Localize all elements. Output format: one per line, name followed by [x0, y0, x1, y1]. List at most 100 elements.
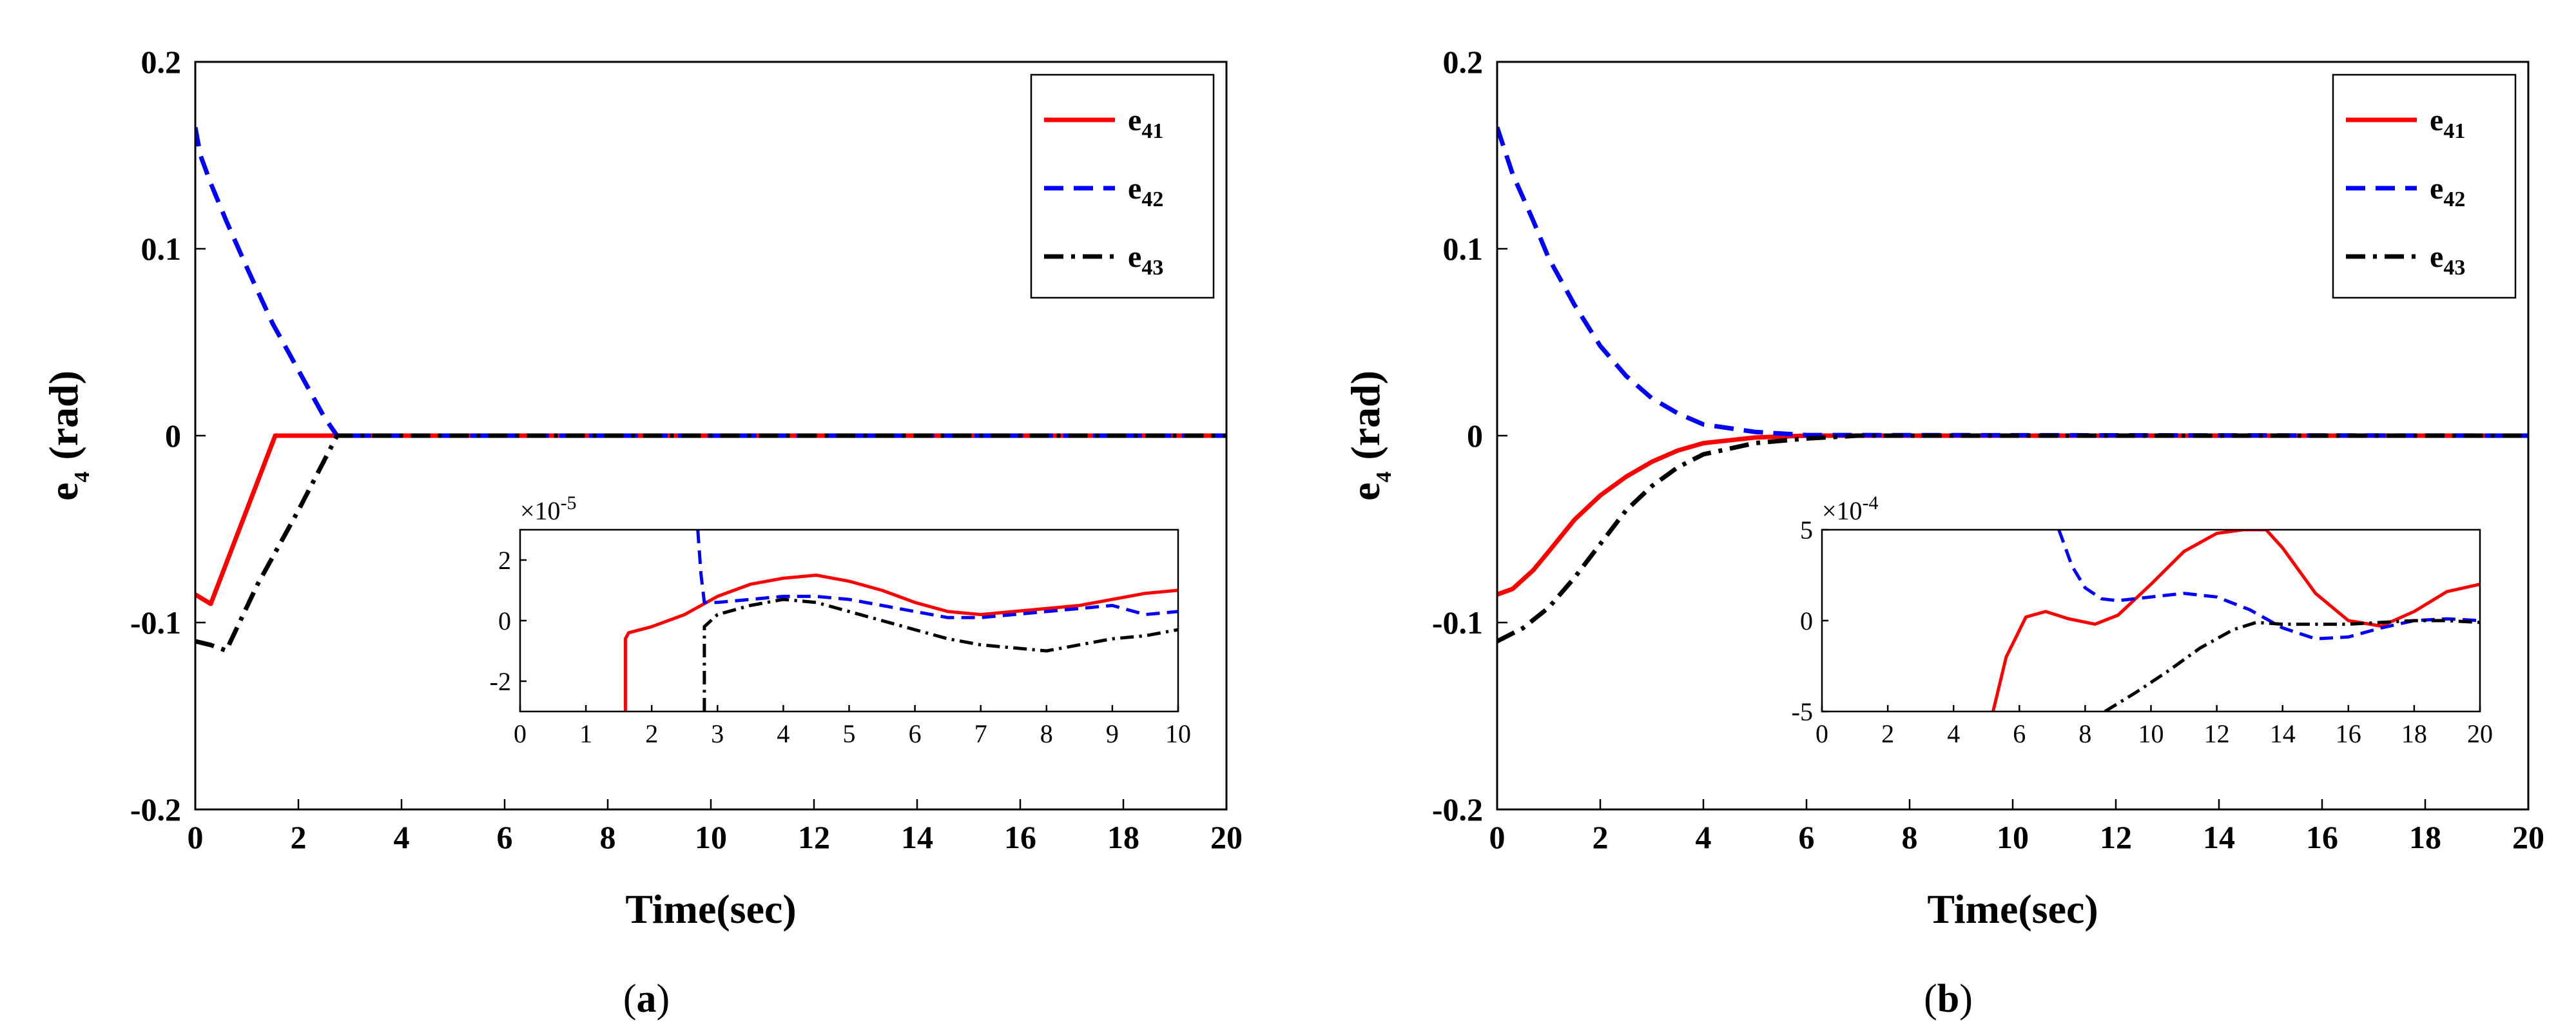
panel-b-inset-multiplier: ×10-4: [1822, 492, 1879, 525]
panel-a-inset-y-tick-label: -2: [490, 667, 511, 696]
panel-b-y-tick-label: 0.1: [1443, 231, 1484, 267]
panel-b-x-tick-label: 20: [2512, 819, 2544, 855]
panel-a-inset: 0 1 2 3 4 5 6 7 8 9 10 -202 ×10-5: [490, 492, 1191, 748]
panel-a-inset-x-tick-label: 7: [974, 719, 987, 748]
panel-a-inset-x-tick-label: 4: [777, 719, 789, 748]
panel-b: 0 2 4 6 8 10 12 14 16 18 20 -0.2-0.100.10.2 Time(s…: [1342, 44, 2544, 1021]
panel-b-inset-x-tick-label: 10: [2138, 719, 2164, 748]
panel-a-inset-x-tick-label: 1: [579, 719, 592, 748]
panel-a-inset-x-tick-label: 10: [1165, 719, 1191, 748]
panel-b-y-tick-label: -0.1: [1432, 605, 1483, 641]
panel-b-inset-x-tick-label: 16: [2336, 719, 2361, 748]
panel-a-legend: e41 e42 e43: [1030, 73, 1215, 299]
panel-b-x-tick-label: 14: [2203, 819, 2235, 855]
panel-b-legend-e43: e43: [2430, 240, 2465, 280]
panel-b-inset-x-tick-label: 0: [1816, 719, 1828, 748]
panel-b-inset-y-ticks: -5 0 5: [1792, 516, 1828, 726]
panel-a-ylabel-main: e: [41, 483, 86, 501]
panel-b-x-tick-label: 16: [2306, 819, 2338, 855]
panel-b-ylabel-sub: 4: [1372, 472, 1396, 483]
panel-b-x-tick-label: 18: [2409, 819, 2441, 855]
panel-b-x-tick-label: 8: [1902, 819, 1918, 855]
panel-a-x-ticks: 0 2 4 6 8 10 12 14 16 18 20: [188, 799, 1243, 855]
panel-b-y-tick-label: -0.2: [1432, 791, 1483, 827]
panel-b-inset-x-tick-label: 2: [1881, 719, 1894, 748]
panel-b-inset-bg: [1822, 530, 2480, 711]
panel-b-x-tick-label: 10: [1997, 819, 2029, 855]
panel-a-y-tick-label: -0.1: [130, 605, 181, 641]
panel-b-x-tick-label: 6: [1799, 819, 1815, 855]
panel-a-y-ticks: -0.2 -0.1 0 0.1 0.2: [130, 44, 206, 827]
panel-a-inset-y-ticks: -2 0 2: [490, 546, 527, 696]
panel-a-x-tick-label: 10: [695, 819, 727, 855]
panel-a-x-tick-label: 0: [188, 819, 204, 855]
panel-a-x-tick-label: 16: [1004, 819, 1036, 855]
svg-text:e4(rad): e4 (rad): [1342, 371, 1396, 501]
panel-a-inset-series-line-1: [623, 574, 1178, 711]
panel-b-inset-y-tick-label: 0: [1800, 606, 1813, 635]
panel-b-inset-series-line-1: [1991, 530, 2480, 711]
panel-b-y-tick-label: 0: [1467, 418, 1483, 454]
panel-a-x-tick-label: 14: [901, 819, 933, 855]
panel-a-caption: (a): [623, 977, 670, 1021]
panel-b-inset-series: [1991, 530, 2480, 711]
panel-b-x-tick-label: 2: [1593, 819, 1609, 855]
panel-a-ylabel-unit: (rad): [41, 371, 86, 460]
panel-a-series: [195, 126, 1226, 653]
panel-b-inset-y-tick-label: 5: [1800, 516, 1813, 545]
panel-a-y-tick-label: -0.2: [130, 791, 181, 827]
panel-b-ylabel-main: e: [1342, 483, 1388, 501]
panel-a-legend-e42: e42: [1128, 171, 1163, 211]
panel-b-inset-x-tick-label: 20: [2467, 719, 2493, 748]
panel-b-y-ticks: -0.2 -0.1 0 0.1 0.2: [1432, 44, 1507, 827]
panel-b-inset-y-tick-label: -5: [1792, 697, 1813, 726]
panel-a-legend-e41: e41: [1128, 103, 1163, 143]
panel-b-legend-e42: e42: [2430, 171, 2465, 211]
panel-a-x-tick-label: 8: [600, 819, 616, 855]
panel-a-legend-e43: e43: [1128, 240, 1163, 280]
panel-b-x-tick-label: 0: [1489, 819, 1506, 855]
panel-b-inset-x-tick-label: 14: [2270, 719, 2296, 748]
panel-a-series-line-2: [195, 126, 1226, 438]
panel-a-x-tick-label: 2: [291, 819, 307, 855]
panel-a-x-tick-label: 20: [1210, 819, 1243, 855]
panel-a-x-tick-label: 4: [394, 819, 410, 855]
panel-b-series-line-2: [1497, 126, 2528, 438]
panel-a-x-tick-label: 12: [798, 819, 830, 855]
panel-b-y-tick-label: 0.2: [1443, 44, 1484, 80]
panel-a-inset-series-line-2: [696, 530, 1178, 619]
panel-a-inset-series: [623, 530, 1178, 711]
panel-b-ylabel-unit: (rad): [1342, 371, 1388, 460]
panel-b-series: [1497, 126, 2528, 644]
panel-a-inset-x-tick-label: 0: [514, 719, 527, 748]
panel-a-y-tick-label: 0.2: [141, 44, 182, 80]
panel-b-inset-x-tick-label: 6: [2013, 719, 2026, 748]
panel-a-inset-x-ticks: 0 1 2 3 4 5 6 7 8 9 10: [514, 705, 1191, 748]
panel-a-series-line-3: [195, 433, 1226, 653]
panel-a-y-axis-label: e4 (rad): [41, 371, 94, 501]
panel-a-inset-x-tick-label: 9: [1106, 719, 1119, 748]
panel-b-x-tick-label: 4: [1696, 819, 1712, 855]
panel-a-inset-x-tick-label: 6: [909, 719, 922, 748]
panel-b-series-line-3: [1497, 433, 2528, 644]
panel-b-inset: 0 2 4 6 8 10 12 14 16 18 20 -505 ×10-4: [1792, 492, 2493, 748]
panel-b-inset-x-tick-label: 12: [2204, 719, 2230, 748]
svg-text:e4(rad): e4 (rad): [41, 371, 94, 501]
panel-a-inset-x-tick-label: 5: [843, 719, 856, 748]
panel-a-inset-bg: [520, 530, 1178, 711]
panel-b-inset-x-ticks: 0 2 4 6 8 10 12 14 16 18 20: [1816, 705, 2493, 748]
panel-a-x-tick-label: 18: [1107, 819, 1139, 855]
panel-a-inset-series-line-3: [702, 597, 1178, 711]
panel-a-y-tick-label: 0.1: [141, 231, 182, 267]
panel-a: 0 2 4 6 8 10 12 14 16 18 20 -0.2-0.100.10.2 Time(s…: [41, 44, 1243, 1021]
panel-b-legend: e41 e42 e43: [2332, 73, 2517, 299]
panel-b-x-axis-label: Time(sec): [1927, 886, 2098, 932]
panel-a-y-tick-label: 0: [165, 418, 181, 454]
panel-a-inset-x-tick-label: 8: [1040, 719, 1053, 748]
panel-b-inset-x-tick-label: 8: [2078, 719, 2091, 748]
panel-b-inset-series-line-3: [2104, 619, 2480, 711]
panel-a-x-tick-label: 6: [497, 819, 513, 855]
panel-b-x-ticks: 0 2 4 6 8 10 12 14 16 18 20: [1489, 799, 2544, 855]
panel-a-ylabel-sub: 4: [70, 472, 94, 483]
